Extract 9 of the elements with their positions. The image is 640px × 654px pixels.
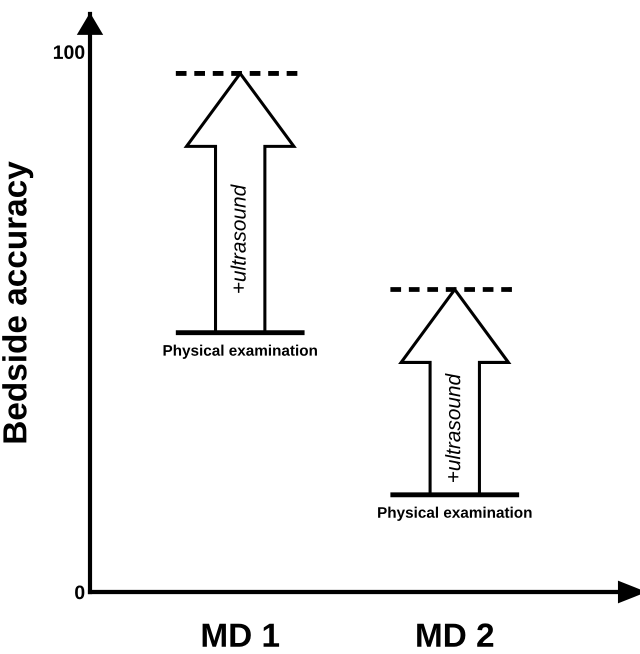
y-tick-label: 100 [54, 45, 84, 60]
ref-line-label: Physical examination [164, 344, 317, 359]
annotation: +ultrasound [445, 373, 460, 482]
annotation: +ultrasound [230, 184, 246, 293]
ref-line-label: Physical examination [378, 506, 532, 521]
x-tick-label: MD 1 [202, 624, 280, 647]
x-tick-label: MD 2 [417, 623, 494, 647]
y-axis-title: Bedside accuracy [2, 161, 34, 443]
y-tick-label: 0 [75, 585, 84, 600]
